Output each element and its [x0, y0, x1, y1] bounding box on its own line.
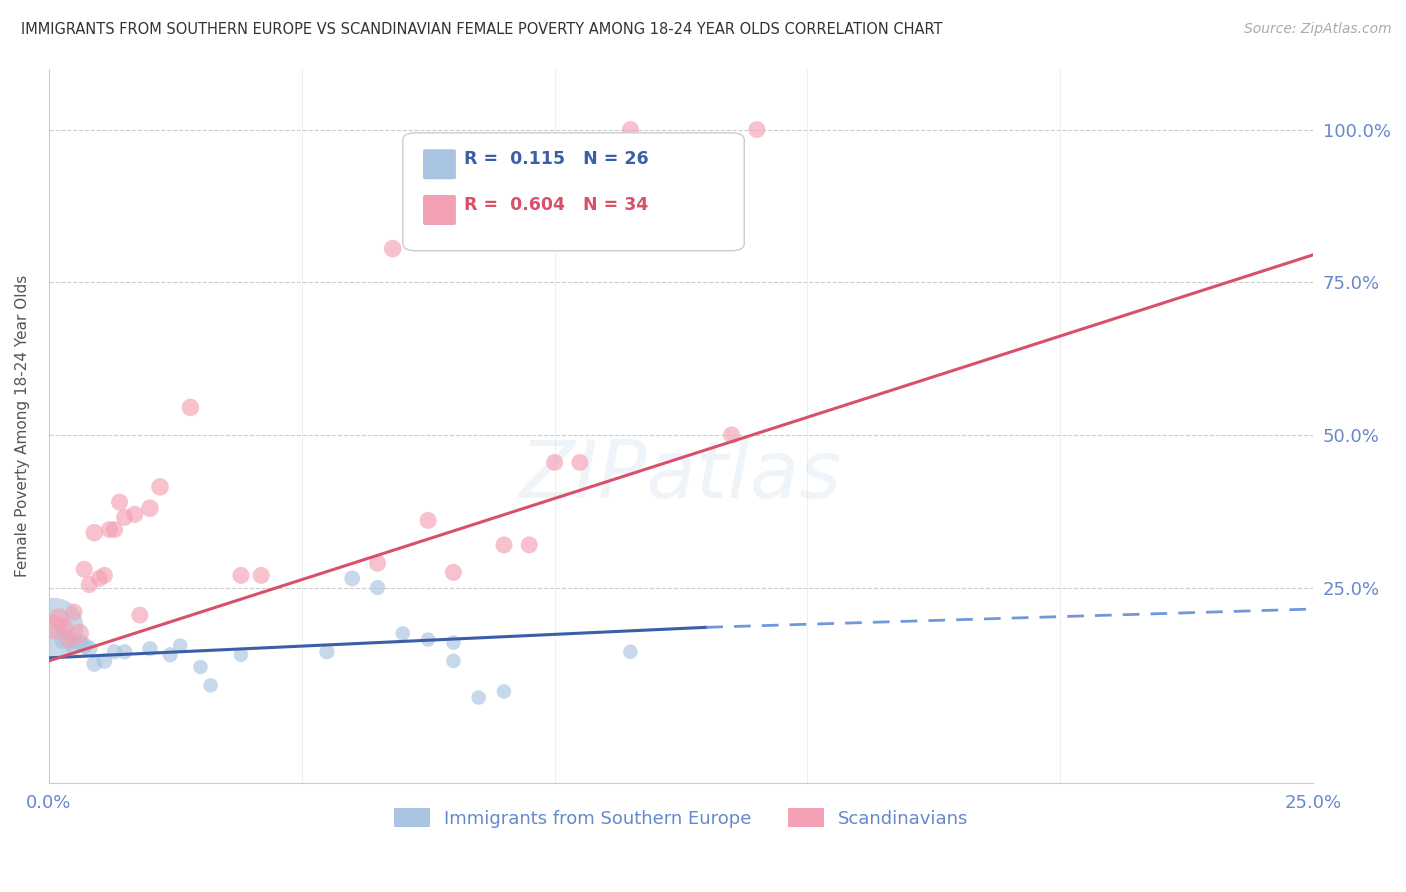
- Point: [568, 455, 591, 469]
- Point: [63, 605, 86, 619]
- Point: [179, 401, 201, 415]
- Point: [543, 455, 565, 469]
- Point: [73, 639, 96, 653]
- Point: [42, 620, 65, 634]
- Point: [103, 523, 125, 537]
- Point: [159, 648, 181, 662]
- Point: [139, 501, 162, 516]
- Point: [128, 608, 150, 623]
- Point: [93, 568, 115, 582]
- Point: [89, 571, 111, 585]
- Point: [441, 566, 464, 580]
- Point: [517, 538, 540, 552]
- Point: [52, 632, 75, 647]
- FancyBboxPatch shape: [423, 195, 456, 225]
- Text: R =  0.115   N = 26: R = 0.115 N = 26: [464, 150, 648, 169]
- Point: [139, 641, 162, 656]
- Point: [149, 480, 172, 494]
- Y-axis label: Female Poverty Among 18-24 Year Olds: Female Poverty Among 18-24 Year Olds: [15, 275, 30, 577]
- Text: R =  0.604   N = 34: R = 0.604 N = 34: [464, 196, 648, 214]
- Point: [441, 654, 464, 668]
- Point: [77, 641, 100, 656]
- Point: [720, 428, 742, 442]
- Point: [114, 510, 136, 524]
- FancyBboxPatch shape: [423, 149, 456, 179]
- Point: [250, 568, 273, 582]
- Point: [619, 122, 641, 136]
- Point: [103, 645, 125, 659]
- Legend: Immigrants from Southern Europe, Scandinavians: Immigrants from Southern Europe, Scandin…: [387, 801, 976, 835]
- Point: [669, 199, 692, 213]
- Point: [77, 577, 100, 591]
- Point: [492, 684, 515, 698]
- Point: [316, 645, 339, 659]
- Point: [200, 678, 222, 692]
- Point: [342, 571, 364, 585]
- Point: [93, 654, 115, 668]
- Point: [467, 690, 489, 705]
- Point: [441, 635, 464, 649]
- Point: [58, 632, 80, 647]
- Point: [229, 568, 252, 582]
- FancyBboxPatch shape: [402, 133, 744, 251]
- Point: [52, 620, 75, 634]
- Point: [63, 639, 86, 653]
- Point: [48, 611, 70, 625]
- Point: [190, 660, 212, 674]
- Point: [367, 556, 389, 570]
- Point: [67, 635, 90, 649]
- Point: [367, 581, 389, 595]
- Point: [619, 645, 641, 659]
- Point: [83, 525, 105, 540]
- Text: Source: ZipAtlas.com: Source: ZipAtlas.com: [1244, 22, 1392, 37]
- Point: [98, 523, 121, 537]
- Point: [108, 495, 131, 509]
- Point: [114, 645, 136, 659]
- Text: IMMIGRANTS FROM SOUTHERN EUROPE VS SCANDINAVIAN FEMALE POVERTY AMONG 18-24 YEAR : IMMIGRANTS FROM SOUTHERN EUROPE VS SCAND…: [21, 22, 942, 37]
- Point: [67, 626, 90, 640]
- Point: [83, 657, 105, 671]
- Point: [745, 122, 768, 136]
- Point: [416, 513, 439, 527]
- Point: [124, 508, 146, 522]
- Point: [381, 242, 404, 256]
- Point: [229, 648, 252, 662]
- Point: [492, 538, 515, 552]
- Point: [42, 620, 65, 634]
- Point: [416, 632, 439, 647]
- Text: ZIPatlas: ZIPatlas: [520, 437, 842, 515]
- Point: [169, 639, 191, 653]
- Point: [73, 562, 96, 576]
- Point: [391, 626, 413, 640]
